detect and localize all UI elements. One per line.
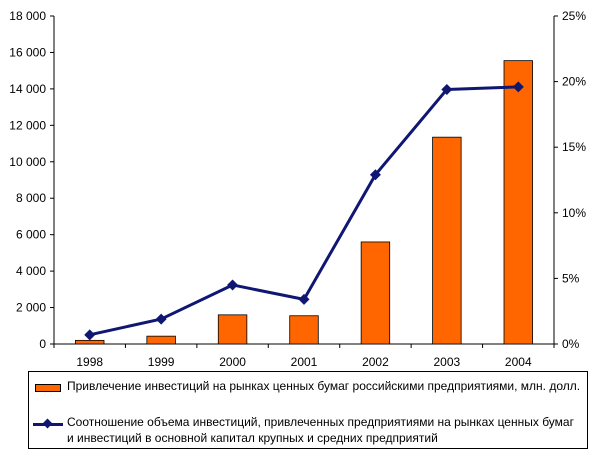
x-tick-label: 2000 [219,355,246,369]
x-tick-label: 2003 [434,355,461,369]
right-tick-label: 20% [562,75,586,89]
right-tick-label: 15% [562,140,586,154]
x-tick-label: 2002 [362,355,389,369]
left-tick-label: 8 000 [16,191,46,205]
line-point-1998 [84,329,96,341]
legend-line-label: Соотношение объема инвестиций, привлечен… [67,415,574,445]
left-tick-label: 16 000 [9,45,46,59]
line-point-2000 [227,279,239,291]
left-tick-label: 0 [39,337,46,351]
bar-2004 [503,60,533,345]
bar-1999 [146,335,176,345]
legend-bar-swatch [33,381,63,393]
left-tick-label: 14 000 [9,82,46,96]
x-tick-label: 1999 [148,355,175,369]
right-tick-label: 5% [562,271,580,285]
line-point-2003 [441,83,453,95]
right-tick-label: 10% [562,206,586,220]
left-tick-label: 12 000 [9,118,46,132]
x-tick-label: 2004 [505,355,532,369]
left-tick-label: 6 000 [16,228,46,242]
bar-2001 [289,315,319,345]
left-tick-label: 18 000 [9,9,46,23]
bar-2000 [217,314,248,345]
left-tick-label: 2 000 [16,301,46,315]
line-point-2004 [512,81,524,93]
bar-2002 [360,241,391,345]
combo-chart: 0 2 000 4 000 6 000 8 000 10 000 12 000 14 000 1… [9,9,586,369]
left-tick-label: 4 000 [16,264,46,278]
legend-bar-label: Привлечение инвестиций на рынках ценных … [67,379,581,393]
left-tick-label: 10 000 [9,155,46,169]
line-point-2001 [298,293,310,305]
x-axis: 1998 1999 2000 2001 2002 2003 2004 [53,343,555,369]
right-y-axis: 0% 5% 10% 15% 20% 25% [553,9,586,351]
line-series [84,81,524,341]
x-tick-label: 1998 [76,355,103,369]
line-point-2002 [369,169,381,181]
legend: Привлечение инвестиций на рынках ценных … [28,371,588,449]
bar-1998 [75,339,105,345]
bar-2003 [432,136,462,345]
x-tick-label: 2001 [291,355,318,369]
right-tick-label: 25% [562,9,586,23]
bar-series [75,60,533,345]
legend-line-swatch [33,417,63,429]
right-tick-label: 0% [562,337,580,351]
line-point-1999 [155,313,167,325]
left-y-axis: 0 2 000 4 000 6 000 8 000 10 000 12 000 14 000 1… [9,9,55,351]
